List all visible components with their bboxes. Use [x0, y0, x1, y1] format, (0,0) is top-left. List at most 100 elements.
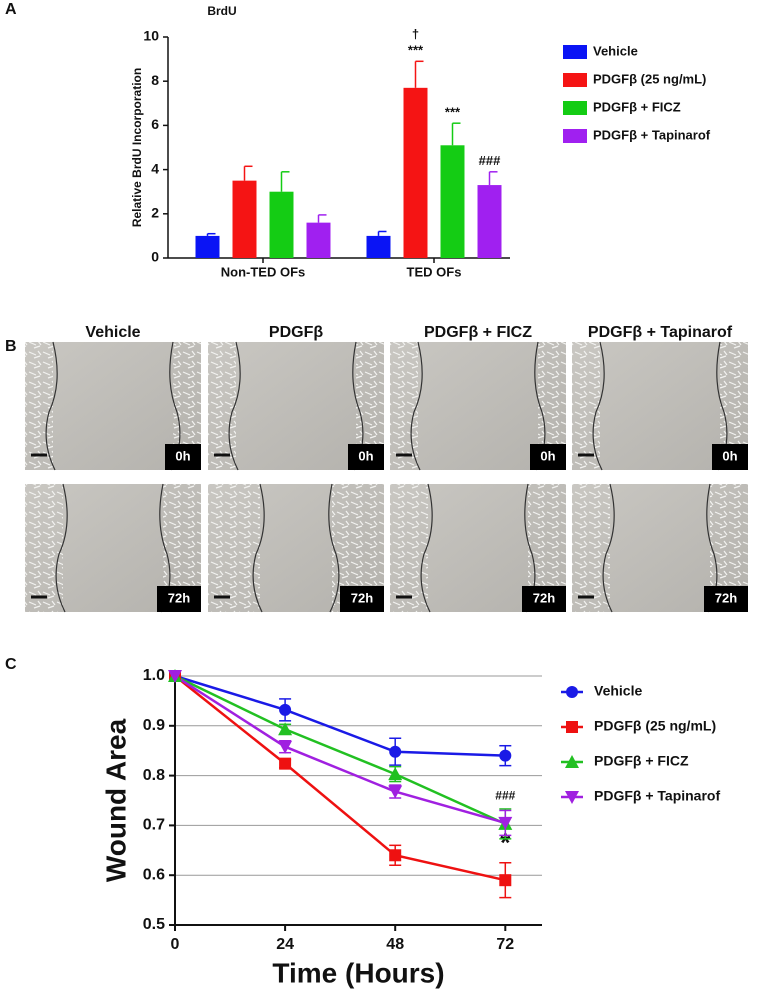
legend-label: PDGFβ (25 ng/mL) — [594, 718, 716, 734]
time-label: 72h — [533, 590, 555, 605]
y-axis-label: Wound Area — [100, 718, 131, 882]
legend-label: PDGFβ (25 ng/mL) — [593, 71, 706, 86]
y-tick-label: 0.6 — [143, 866, 165, 883]
wound-edge — [602, 483, 615, 613]
legend-label: PDGFβ + Tapinarof — [593, 127, 711, 142]
marker — [278, 722, 293, 736]
cell-area — [208, 342, 236, 470]
marker — [168, 670, 182, 683]
cell-area — [390, 484, 428, 612]
legend-label: PDGFβ + FICZ — [593, 99, 681, 114]
legend-swatch — [563, 45, 587, 59]
wound-edge — [252, 483, 265, 613]
legend-label: PDGFβ + Tapinarof — [594, 788, 720, 804]
cell-area — [390, 342, 418, 470]
marker — [565, 755, 579, 768]
marker — [279, 703, 292, 716]
x-axis-label: Time (Hours) — [272, 957, 444, 988]
wound-edge — [328, 483, 340, 613]
time-label: 72h — [168, 590, 190, 605]
time-label: 0h — [358, 448, 373, 463]
x-tick-label: TED OFs — [407, 264, 462, 279]
x-tick-label: 72 — [496, 936, 514, 953]
cell-area — [572, 342, 600, 470]
time-box — [522, 586, 566, 612]
wound-edge — [592, 341, 605, 471]
panel-label: A — [5, 1, 17, 18]
y-tick-label: 4 — [151, 160, 159, 176]
bar — [269, 191, 294, 258]
bar — [403, 87, 428, 258]
bar — [232, 180, 257, 258]
marker — [499, 749, 512, 762]
marker — [566, 721, 578, 733]
series-line — [174, 674, 506, 757]
x-tick-label: Non-TED OFs — [221, 264, 306, 279]
micrograph: 72h — [390, 483, 566, 613]
bar — [195, 235, 220, 258]
time-box — [340, 586, 384, 612]
panel-label: B — [5, 338, 17, 355]
marker — [278, 740, 293, 754]
y-tick-label: 0 — [151, 249, 159, 265]
y-tick-label: 6 — [151, 116, 159, 132]
marker — [388, 785, 403, 799]
y-tick-label: 2 — [151, 205, 159, 221]
micrograph: 0h — [25, 341, 201, 471]
chart-title: BrdU — [207, 4, 236, 18]
y-tick-label: 0.8 — [143, 767, 165, 784]
column-title: PDGFβ — [269, 324, 323, 341]
time-label: 0h — [540, 448, 555, 463]
annotation: † — [412, 27, 419, 42]
marker — [279, 757, 292, 770]
marker — [566, 686, 578, 698]
legend-label: Vehicle — [594, 683, 642, 699]
wound-edge — [55, 483, 68, 613]
time-box — [165, 444, 201, 470]
cell-area — [25, 342, 53, 470]
marker — [389, 745, 402, 758]
cell-area — [572, 484, 610, 612]
panel-label: C — [5, 656, 17, 673]
cell-area — [25, 484, 63, 612]
legend-swatch — [563, 73, 587, 87]
micrograph: 0h — [390, 341, 566, 471]
micrograph: 0h — [208, 341, 384, 471]
micrograph: 72h — [25, 483, 201, 613]
marker — [499, 874, 512, 887]
wound-edge — [45, 341, 58, 471]
annotation: ### — [479, 153, 501, 168]
bar — [477, 185, 502, 258]
y-tick-label: 0.5 — [143, 916, 165, 933]
wound-edge — [420, 483, 433, 613]
marker — [388, 767, 403, 781]
legend-label: PDGFβ + FICZ — [594, 753, 689, 769]
legend-swatch — [563, 101, 587, 115]
bar — [306, 222, 331, 258]
micrograph: 0h — [572, 341, 748, 471]
time-label: 0h — [175, 448, 190, 463]
wound-edge — [410, 341, 423, 471]
annotation: *** — [445, 105, 461, 120]
y-axis-label: Relative BrdU Incorporation — [130, 68, 144, 227]
micrograph: 72h — [208, 483, 384, 613]
annotation: *** — [408, 43, 424, 58]
time-box — [712, 444, 748, 470]
legend-label: Vehicle — [593, 43, 638, 58]
y-tick-label: 10 — [143, 28, 159, 44]
y-tick-label: 0.7 — [143, 817, 165, 834]
cell-area — [208, 484, 260, 612]
time-box — [704, 586, 748, 612]
marker — [565, 791, 579, 804]
time-box — [157, 586, 201, 612]
y-tick-label: 1.0 — [143, 667, 165, 684]
column-title: Vehicle — [85, 324, 140, 341]
marker — [498, 816, 513, 830]
annotation: * — [500, 828, 511, 858]
time-box — [348, 444, 384, 470]
column-title: PDGFβ + Tapinarof — [588, 324, 733, 341]
annotation: ### — [495, 789, 515, 803]
series-line — [174, 674, 506, 826]
time-label: 0h — [722, 448, 737, 463]
